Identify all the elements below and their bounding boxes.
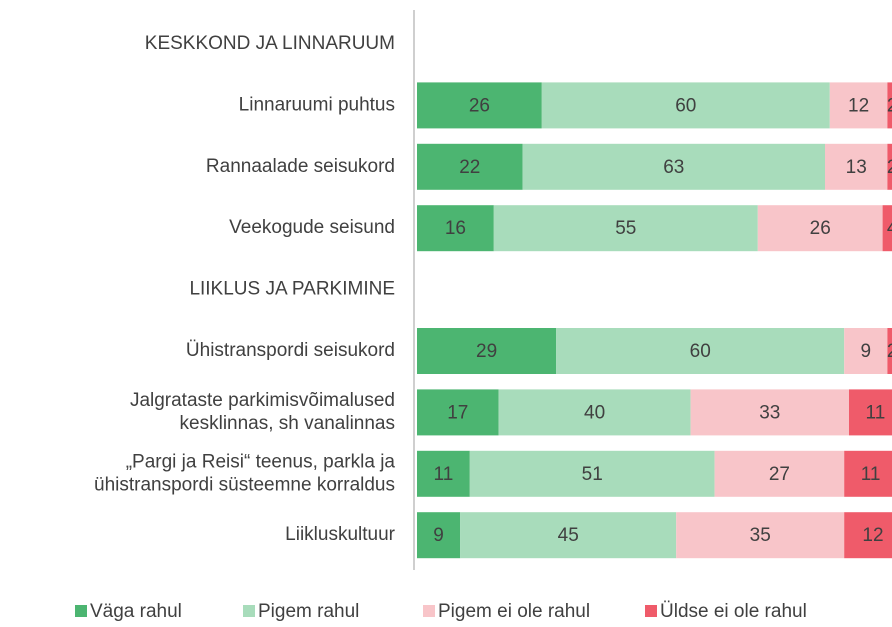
- data-label: 11: [434, 464, 454, 485]
- legend-label: Väga rahul: [90, 601, 182, 622]
- category-label: LIIKLUS JA PARKIMINE: [189, 279, 395, 300]
- data-label: 9: [861, 341, 872, 362]
- bar-segment: [882, 205, 892, 252]
- category-label: Veekogude seisund: [229, 217, 395, 238]
- data-label: 45: [558, 525, 579, 546]
- data-label: 55: [615, 218, 636, 239]
- bar-segment: [887, 82, 892, 129]
- data-label: 51: [582, 464, 603, 485]
- legend-swatch: [75, 605, 87, 617]
- bar-segment: [556, 328, 845, 374]
- legend-label: Üldse ei ole rahul: [660, 601, 807, 622]
- data-label: 11: [866, 402, 886, 423]
- legend-label: Pigem rahul: [258, 601, 359, 622]
- bar-segment: [417, 143, 523, 190]
- data-label: 60: [675, 95, 696, 116]
- data-label: 33: [759, 402, 780, 423]
- data-label: 2: [887, 157, 892, 178]
- data-label: 27: [769, 464, 790, 485]
- category-label: KESKKOND JA LINNARUUM: [145, 33, 395, 54]
- bar-segment: [690, 389, 849, 436]
- bar-segment: [887, 328, 892, 374]
- data-label: 4: [887, 218, 892, 239]
- legend-swatch: [243, 605, 255, 617]
- category-label: Rannaalade seisukord: [206, 156, 395, 177]
- data-label: 63: [663, 157, 684, 178]
- data-label: 2: [887, 95, 892, 116]
- data-label: 26: [810, 218, 831, 239]
- category-label: Linnaruumi puhtus: [239, 94, 395, 115]
- data-label: 16: [445, 218, 466, 239]
- data-label: 9: [433, 525, 444, 546]
- data-label: 11: [861, 464, 881, 485]
- data-label: 12: [848, 95, 869, 116]
- bar-segment: [676, 512, 845, 559]
- category-label: Ühistranspordi seisukord: [186, 340, 395, 361]
- data-label: 12: [862, 525, 883, 546]
- bar-segment: [844, 328, 888, 374]
- data-label: 13: [846, 157, 867, 178]
- category-label: Jalgrataste parkimisvõimalused kesklinnas…: [130, 390, 395, 434]
- bar-segment: [844, 450, 892, 497]
- legend-swatch: [645, 605, 657, 617]
- bar-segment: [417, 450, 470, 497]
- legend-label: Pigem ei ole rahul: [438, 601, 590, 622]
- data-label: 17: [447, 402, 468, 423]
- data-label: 2: [887, 341, 892, 362]
- bar-segment: [460, 512, 677, 559]
- bar-segment: [757, 205, 883, 252]
- bar-segment: [829, 82, 888, 129]
- data-label: 29: [476, 341, 497, 362]
- bar-segment: [887, 143, 892, 190]
- bar-segment: [844, 512, 892, 559]
- bar-segment: [469, 450, 715, 497]
- data-label: 40: [584, 402, 605, 423]
- bar-segment: [417, 328, 557, 374]
- data-label: 26: [469, 95, 490, 116]
- bar-segment: [825, 143, 888, 190]
- bar-segment: [417, 82, 542, 129]
- bar-segment: [493, 205, 758, 252]
- bar-segment: [417, 512, 461, 559]
- bar-segment: [541, 82, 830, 129]
- category-label: „Pargi ja Reisi“ teenus, parkla ja ühistr…: [94, 451, 395, 495]
- data-label: 60: [690, 341, 711, 362]
- bar-segment: [714, 450, 845, 497]
- data-label: 35: [750, 525, 771, 546]
- bar-segment: [498, 389, 691, 436]
- bar-segment: [522, 143, 825, 190]
- bar-segment: [417, 205, 494, 252]
- category-label: Liikluskultuur: [285, 524, 395, 545]
- legend-swatch: [423, 605, 435, 617]
- bar-segment: [849, 389, 892, 436]
- data-label: 22: [459, 157, 480, 178]
- bar-segment: [417, 389, 499, 436]
